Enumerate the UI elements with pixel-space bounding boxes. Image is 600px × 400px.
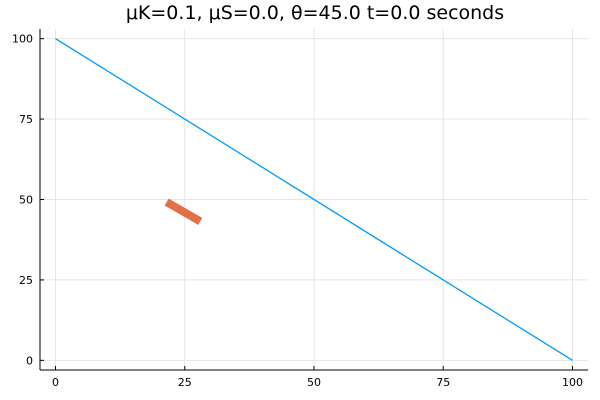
y-tick-label: 50: [19, 194, 33, 207]
grid: [40, 29, 588, 370]
tick-labels: 0 25 50 75 100 0 25 50 75 100: [12, 33, 583, 389]
series-line-2: [164, 198, 203, 225]
chart-title: μK=0.1, μS=0.0, θ=45.0 t=0.0 seconds: [126, 2, 504, 24]
x-tick-label: 100: [562, 376, 583, 389]
x-tick-label: 50: [307, 376, 321, 389]
plot-area: [55, 38, 573, 361]
x-tick-label: 0: [52, 376, 59, 389]
y-tick-label: 75: [19, 113, 33, 126]
x-tick-label: 75: [436, 376, 450, 389]
series-line-1: [55, 38, 573, 361]
x-tick-label: 25: [178, 376, 192, 389]
y-tick-label: 0: [26, 354, 33, 367]
y-tick-label: 100: [12, 33, 33, 46]
axes: [39, 29, 588, 371]
y-tick-label: 25: [19, 274, 33, 287]
